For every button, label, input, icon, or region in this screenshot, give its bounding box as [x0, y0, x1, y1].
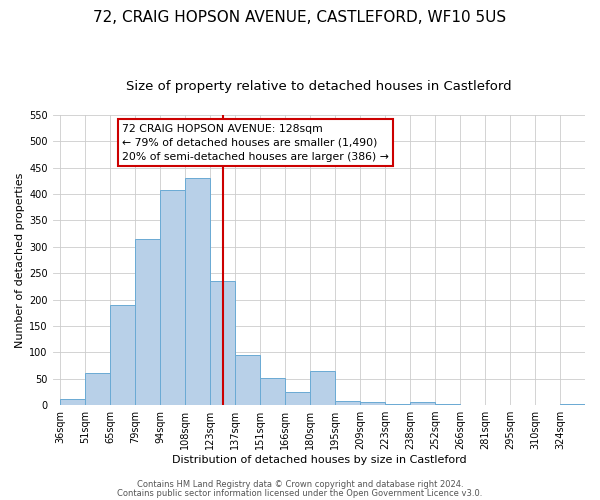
Y-axis label: Number of detached properties: Number of detached properties [15, 172, 25, 348]
Bar [110, 305, 135, 405]
Text: 72, CRAIG HOPSON AVENUE, CASTLEFORD, WF10 5US: 72, CRAIG HOPSON AVENUE, CASTLEFORD, WF1… [94, 10, 506, 25]
Bar [435, 404, 460, 405]
Bar [310, 371, 335, 405]
Bar [210, 281, 235, 405]
Title: Size of property relative to detached houses in Castleford: Size of property relative to detached ho… [126, 80, 512, 93]
Bar [135, 239, 160, 405]
Bar [235, 355, 260, 405]
Bar [385, 404, 410, 405]
Bar [560, 404, 585, 405]
Bar [185, 178, 210, 405]
Text: 72 CRAIG HOPSON AVENUE: 128sqm
← 79% of detached houses are smaller (1,490)
20% : 72 CRAIG HOPSON AVENUE: 128sqm ← 79% of … [122, 124, 389, 162]
X-axis label: Distribution of detached houses by size in Castleford: Distribution of detached houses by size … [172, 455, 466, 465]
Bar [60, 399, 85, 405]
Bar [260, 378, 285, 405]
Text: Contains HM Land Registry data © Crown copyright and database right 2024.: Contains HM Land Registry data © Crown c… [137, 480, 463, 489]
Bar [360, 402, 385, 405]
Bar [85, 374, 110, 405]
Bar [410, 402, 435, 405]
Bar [160, 190, 185, 405]
Bar [335, 401, 360, 405]
Bar [285, 392, 310, 405]
Text: Contains public sector information licensed under the Open Government Licence v3: Contains public sector information licen… [118, 488, 482, 498]
